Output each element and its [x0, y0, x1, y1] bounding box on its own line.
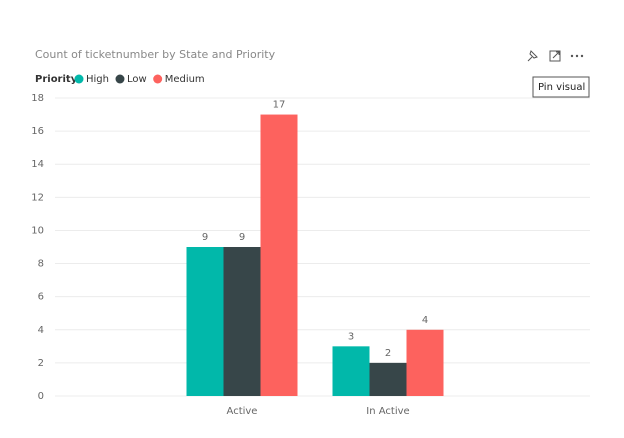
legend-label: Medium	[165, 74, 205, 85]
tooltip-text: Pin visual	[538, 82, 585, 93]
y-tick-label: 2	[38, 358, 44, 369]
bar	[260, 114, 298, 397]
data-label: 9	[239, 232, 245, 243]
dot	[575, 54, 579, 58]
y-tick-label: 18	[31, 93, 44, 104]
more-options[interactable]	[570, 54, 584, 58]
bar	[186, 247, 224, 396]
data-label: 17	[273, 100, 286, 111]
tooltip-box	[532, 76, 590, 98]
x-tick-label: In Active	[366, 406, 409, 417]
x-tick-label: Active	[227, 406, 258, 417]
legend-marker	[74, 74, 84, 84]
data-label: 4	[422, 315, 428, 326]
y-tick-label: 8	[38, 259, 44, 270]
bar	[332, 346, 370, 396]
legend-label: High	[86, 74, 109, 85]
dot	[580, 54, 584, 58]
y-tick-label: 6	[38, 292, 44, 303]
y-tick-label: 16	[31, 126, 44, 137]
y-tick-label: 4	[38, 325, 44, 336]
y-tick-label: 0	[38, 391, 44, 402]
y-tick-label: 14	[31, 159, 44, 170]
chart-title: Count of ticketnumber by State and Prior…	[35, 48, 276, 61]
focus-glyph	[549, 50, 561, 62]
focus-icon[interactable]	[549, 50, 561, 62]
bar	[369, 362, 407, 396]
legend-marker	[153, 74, 163, 84]
legend-marker	[115, 74, 125, 84]
y-tick-label: 12	[31, 192, 44, 203]
data-label: 2	[385, 348, 391, 359]
bar	[406, 329, 444, 396]
pin-glyph	[527, 50, 538, 62]
data-label: 9	[202, 232, 208, 243]
legend-title: Priority	[35, 74, 78, 85]
dot	[570, 54, 574, 58]
pin-icon[interactable]	[527, 50, 538, 62]
y-tick-label: 10	[31, 225, 44, 236]
bar	[223, 247, 261, 396]
focus-arrow	[552, 51, 560, 59]
legend-label: Low	[127, 74, 147, 85]
data-label: 3	[348, 331, 354, 342]
